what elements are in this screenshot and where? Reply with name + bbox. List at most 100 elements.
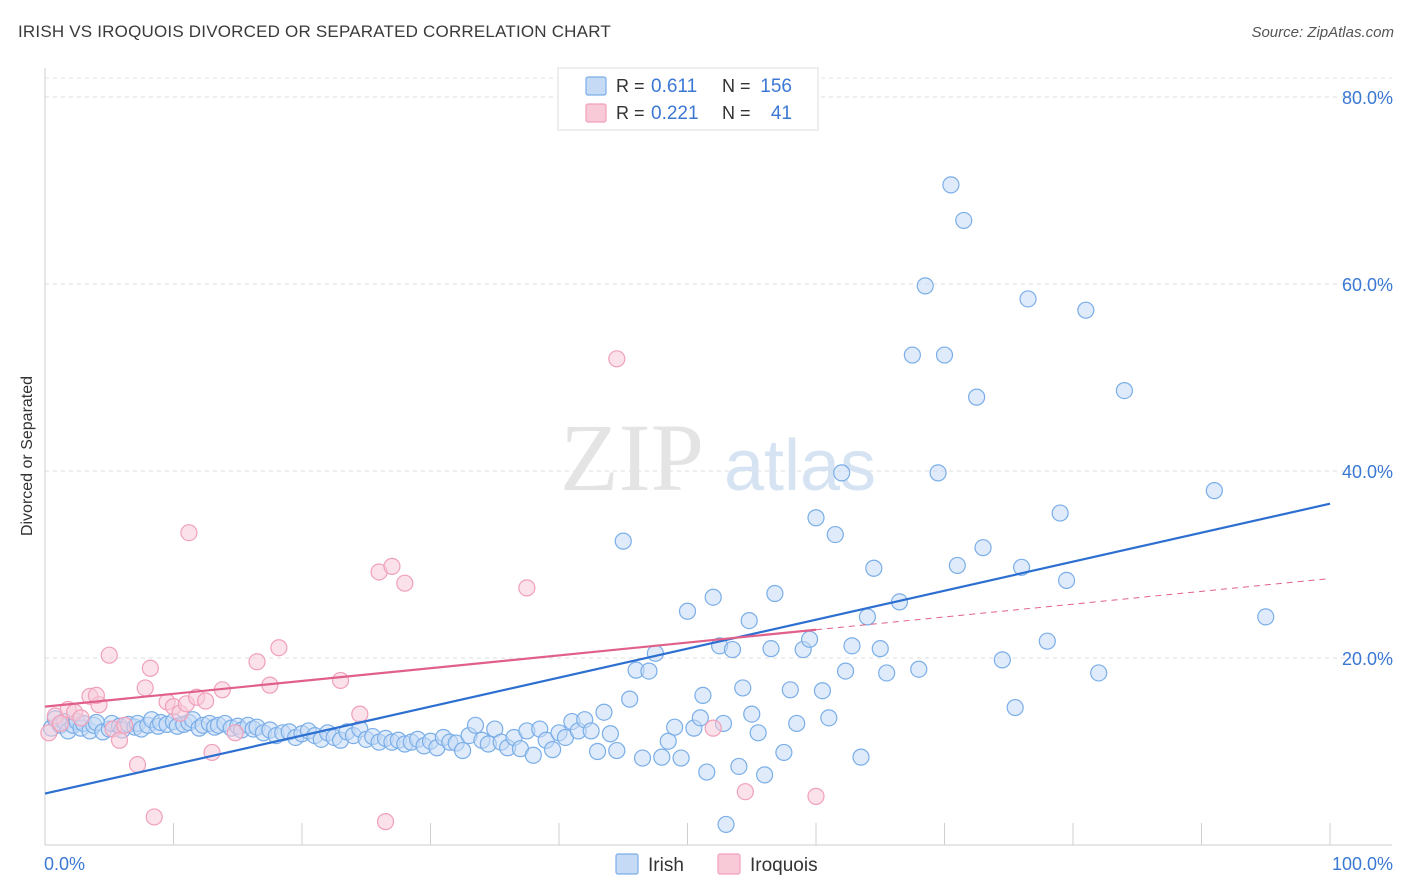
irish-point-124: [755, 766, 774, 784]
irish-point-113: [698, 763, 716, 781]
irish-point-111: [691, 709, 709, 727]
irish-point-108: [672, 749, 690, 767]
iroquois-point-36: [518, 579, 536, 597]
irish-point-127: [775, 743, 793, 762]
irish-point-149: [935, 346, 954, 364]
irish-point-153: [968, 388, 986, 406]
irish-point-164: [1115, 381, 1134, 400]
iroquois-point-37: [608, 350, 626, 368]
iroquois-point-14: [136, 679, 154, 697]
irish-point-106: [659, 732, 677, 750]
irish-point-99: [614, 532, 632, 550]
bottom-legend-swatch-irish: [615, 853, 639, 875]
irish-point-103: [640, 662, 658, 680]
irish-point-147: [916, 277, 934, 295]
irish-point-94: [582, 722, 600, 740]
irish-point-117: [717, 815, 735, 834]
irish-point-145: [903, 346, 921, 364]
legend-r-label-0: R =: [616, 76, 645, 96]
legend-r-label-1: R =: [616, 103, 645, 123]
iroquois-trend-line-dashed: [815, 578, 1331, 631]
irish-point-148: [929, 464, 947, 482]
legend-r-value-1: 0.221: [651, 103, 699, 124]
irish-point-104: [646, 644, 664, 662]
irish-point-166: [1257, 608, 1275, 626]
iroquois-point-29: [270, 639, 288, 657]
x-tick-label-0: 0.0%: [44, 854, 85, 874]
irish-point-134: [820, 709, 838, 727]
irish-point-122: [743, 705, 761, 723]
irish-point-163: [1090, 664, 1108, 682]
legend-n-value-0: 156: [760, 76, 792, 97]
irish-point-125: [762, 640, 780, 658]
legend-n-label-1: N =: [722, 103, 751, 123]
irish-point-97: [601, 725, 620, 743]
iroquois-point-23: [197, 692, 215, 710]
irish-point-160: [1051, 504, 1069, 522]
irish-point-143: [878, 664, 896, 682]
irish-point-138: [843, 637, 861, 655]
irish-point-100: [621, 690, 639, 708]
legend-n-label-0: N =: [722, 76, 751, 96]
irish-point-107: [666, 718, 684, 736]
irish-point-128: [781, 681, 799, 699]
watermark-zip: ZIP: [560, 404, 704, 511]
irish-point-74: [454, 741, 472, 760]
iroquois-point-2: [51, 714, 70, 733]
irish-point-126: [766, 584, 784, 603]
irish-point-152: [955, 211, 973, 230]
iroquois-point-0: [40, 724, 58, 742]
irish-point-141: [865, 559, 883, 577]
irish-point-154: [974, 539, 992, 557]
irish-point-118: [723, 640, 742, 659]
iroquois-point-34: [383, 557, 401, 575]
irish-point-123: [749, 724, 767, 742]
iroquois-point-39: [736, 783, 754, 801]
iroquois-point-31: [351, 705, 369, 723]
iroquois-point-9: [100, 646, 118, 664]
legend: R = 0.611 N = 156 R = 0.221 N = 41: [557, 67, 819, 131]
irish-point-85: [524, 746, 542, 764]
legend-n-value-1: 41: [771, 103, 792, 124]
legend-swatch-iroquois: [585, 103, 607, 123]
irish-point-112: [694, 686, 712, 705]
iroquois-point-27: [248, 653, 266, 671]
iroquois-point-33: [376, 813, 395, 831]
tick-labels: 20.0% 40.0% 60.0% 80.0% 0.0% 100.0%: [44, 88, 1393, 874]
irish-point-146: [910, 660, 928, 678]
iroquois-point-40: [807, 787, 825, 805]
irish-point-162: [1077, 301, 1095, 319]
irish-point-114: [704, 588, 722, 606]
y-tick-label-3: 80.0%: [1342, 88, 1393, 108]
irish-trend-line: [44, 502, 1331, 795]
watermark-atlas: atlas: [724, 426, 876, 506]
iroquois-point-30: [331, 671, 350, 690]
irish-point-98: [608, 741, 626, 760]
irish-point-159: [1038, 632, 1056, 650]
irish-point-155: [993, 651, 1011, 669]
irish-point-102: [633, 749, 652, 767]
y-tick-label-2: 60.0%: [1342, 275, 1393, 295]
irish-point-150: [942, 176, 960, 194]
irish-point-76: [466, 716, 485, 734]
chart-title: IRISH VS IROQUOIS DIVORCED OR SEPARATED …: [18, 22, 611, 41]
irish-point-135: [826, 525, 844, 544]
iroquois-point-16: [145, 808, 163, 826]
data-points: [40, 176, 1275, 834]
iroquois-point-8: [87, 686, 106, 705]
irish-point-136: [833, 464, 851, 482]
irish-point-142: [871, 640, 889, 658]
irish-point-139: [852, 748, 870, 766]
bottom-legend-label-irish: Irish: [648, 855, 684, 876]
legend-r-value-0: 0.611: [651, 76, 697, 97]
irish-point-96: [595, 703, 613, 721]
bottom-legend-label-iroquois: Iroquois: [750, 855, 818, 876]
irish-point-161: [1057, 571, 1076, 589]
iroquois-point-12: [116, 716, 134, 734]
irish-point-165: [1205, 482, 1223, 500]
irish-point-121: [740, 611, 758, 630]
iroquois-point-38: [704, 719, 722, 737]
iroquois-point-21: [180, 524, 198, 542]
irish-point-105: [653, 748, 671, 766]
